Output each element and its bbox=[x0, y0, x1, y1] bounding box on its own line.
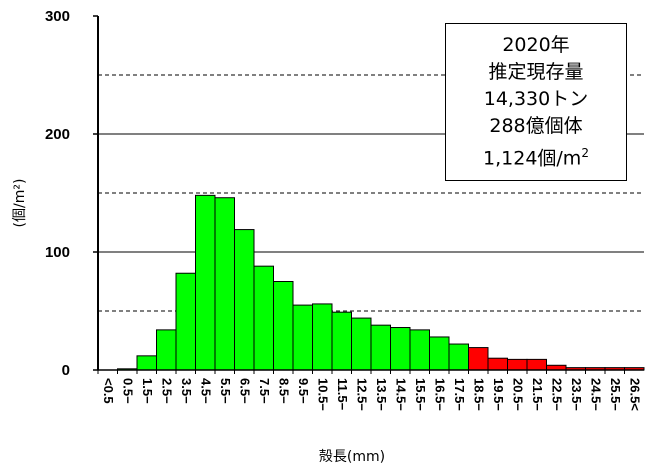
bar-3 bbox=[156, 329, 177, 371]
bar-19 bbox=[468, 347, 489, 371]
x-tick-label: 24.5− bbox=[588, 378, 603, 411]
y-tick-label: 300 bbox=[45, 8, 70, 25]
annotation-year: 2020年 bbox=[502, 33, 570, 56]
x-tick-label: 5.5− bbox=[218, 378, 233, 404]
bar-22 bbox=[526, 358, 547, 371]
x-tick-label: 2.5− bbox=[159, 378, 174, 404]
x-ticks: <0.5 0.5− 1.5− 2.5− 3.5− 4.5− 5.5− 6.5− 7.5− 8.5−… bbox=[97, 370, 642, 411]
y-tick-label: 100 bbox=[45, 244, 70, 261]
bars bbox=[117, 194, 645, 371]
bar-12 bbox=[331, 311, 352, 371]
x-tick-label: 16.5− bbox=[432, 378, 447, 411]
estimate-annotation-box: 2020年 推定現存量 14,330トン 288億個体 1,124個/m2 bbox=[445, 23, 627, 181]
annotation-density: 1,124個/m2 bbox=[483, 145, 589, 170]
y-ticks: 0 100 200 300 bbox=[45, 8, 98, 379]
y-axis-title: (個/m²) bbox=[12, 179, 28, 228]
x-tick-label: <0.5 bbox=[101, 378, 116, 404]
annotation-count: 288億個体 bbox=[489, 114, 583, 137]
x-tick-label: 25.5− bbox=[608, 378, 623, 411]
x-tick-label: 11.5− bbox=[335, 378, 350, 411]
x-tick-label: 12.5− bbox=[354, 378, 369, 411]
grid-lines bbox=[98, 74, 644, 312]
bar-20 bbox=[487, 357, 508, 371]
x-tick-label: 26.5< bbox=[627, 378, 642, 411]
bar-10 bbox=[292, 304, 313, 371]
bar-6 bbox=[214, 197, 235, 371]
x-tick-label: 23.5− bbox=[569, 378, 584, 411]
x-tick-label: 19.5− bbox=[491, 378, 506, 411]
x-tick-label: 17.5− bbox=[452, 378, 467, 411]
bar-7 bbox=[234, 229, 255, 371]
bar-11 bbox=[312, 303, 333, 371]
annotation-heading: 推定現存量 bbox=[488, 60, 584, 83]
x-axis-title: 殻長(mm) bbox=[319, 449, 385, 465]
x-tick-label: 1.5− bbox=[140, 378, 155, 404]
x-tick-label: 22.5− bbox=[549, 378, 564, 411]
x-tick-label: 0.5− bbox=[120, 378, 135, 404]
bar-14 bbox=[370, 324, 391, 371]
bar-5 bbox=[195, 194, 216, 371]
x-tick-label: 3.5− bbox=[179, 378, 194, 404]
annotation-biomass: 14,330トン bbox=[483, 87, 589, 110]
bar-17 bbox=[429, 336, 450, 371]
bar-15 bbox=[390, 327, 411, 371]
bar-21 bbox=[507, 358, 528, 371]
x-tick-label: 21.5− bbox=[530, 378, 545, 411]
bar-16 bbox=[409, 329, 430, 371]
x-tick-label: 10.5− bbox=[315, 378, 330, 411]
bar-18 bbox=[448, 343, 469, 371]
x-tick-label: 9.5− bbox=[296, 378, 311, 404]
bar-13 bbox=[351, 317, 372, 371]
x-tick-label: 13.5− bbox=[374, 378, 389, 411]
x-tick-label: 4.5− bbox=[198, 378, 213, 404]
x-tick-label: 14.5− bbox=[393, 378, 408, 411]
x-tick-label: 15.5− bbox=[413, 378, 428, 411]
bar-8 bbox=[253, 265, 274, 371]
x-tick-label: 7.5− bbox=[257, 378, 272, 404]
y-tick-label: 0 bbox=[62, 362, 70, 379]
x-tick-label: 20.5− bbox=[510, 378, 525, 411]
x-tick-label: 8.5− bbox=[276, 378, 291, 404]
bar-9 bbox=[273, 281, 294, 371]
bar-4 bbox=[175, 272, 196, 371]
x-tick-label: 6.5− bbox=[237, 378, 252, 404]
y-tick-label: 200 bbox=[45, 126, 70, 143]
x-tick-label: 18.5− bbox=[471, 378, 486, 411]
bar-2 bbox=[136, 355, 157, 371]
